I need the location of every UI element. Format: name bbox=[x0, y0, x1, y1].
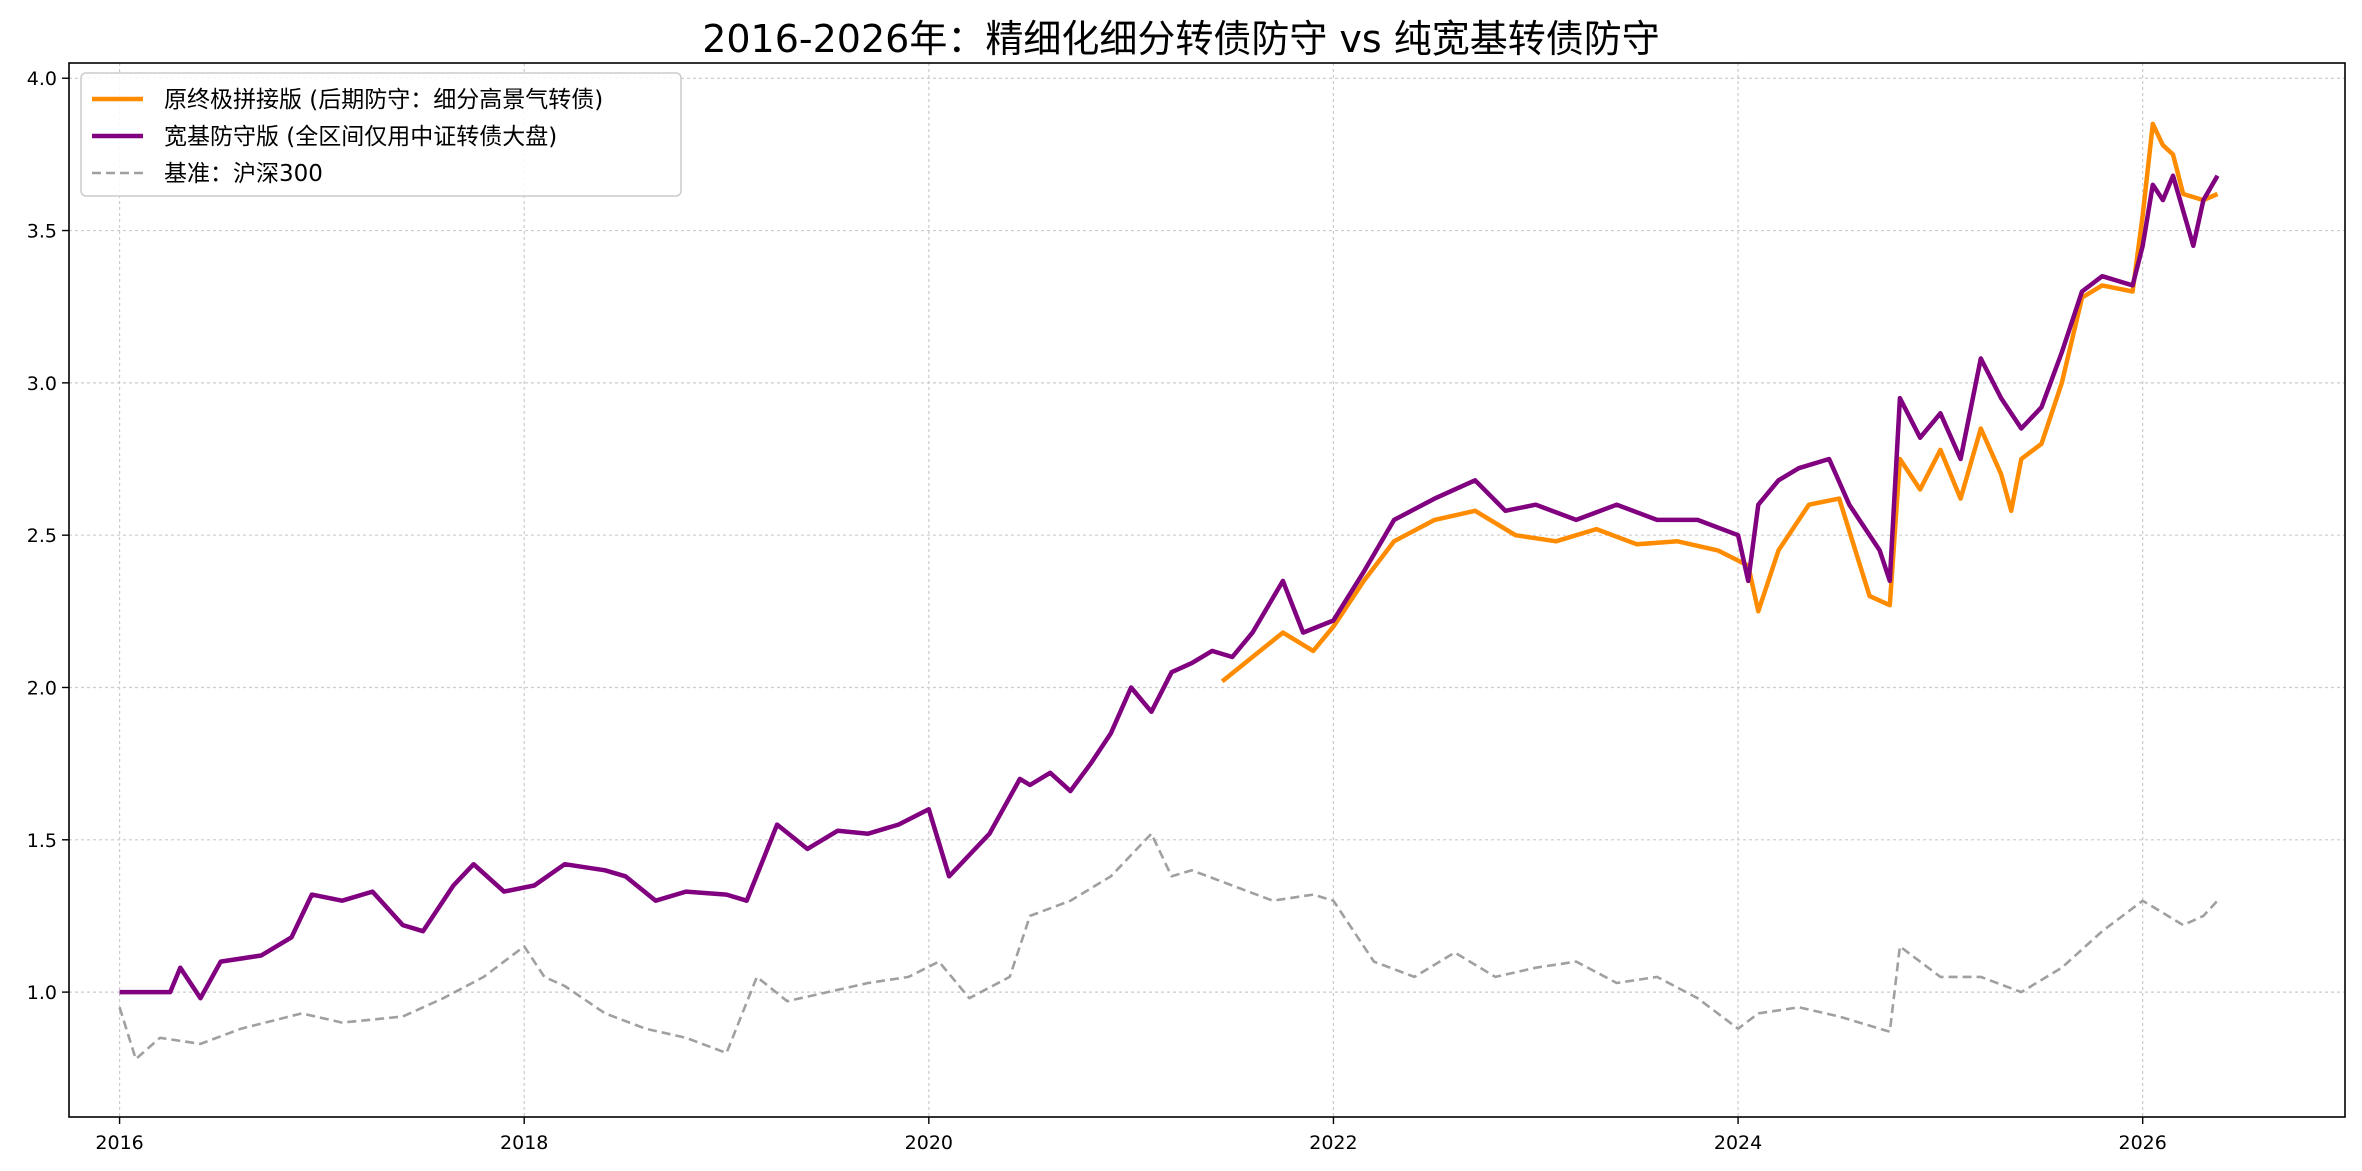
y-tick-label: 3.5 bbox=[27, 221, 57, 243]
legend: 原终极拼接版 (后期防守：细分高景气转债) 宽基防守版 (全区间仅用中证转债大盘)… bbox=[80, 72, 682, 197]
legend-label: 宽基防守版 (全区间仅用中证转债大盘) bbox=[164, 124, 557, 150]
y-tick-label: 1.0 bbox=[27, 982, 57, 1004]
x-tick-label: 2026 bbox=[2119, 1132, 2167, 1154]
series-line-benchmark bbox=[118, 832, 2219, 1061]
y-tick-label: 2.0 bbox=[27, 677, 57, 699]
y-tick-label: 3.0 bbox=[27, 373, 57, 395]
series-line-segmented bbox=[1220, 121, 2219, 684]
legend-label: 基准：沪深300 bbox=[164, 161, 323, 187]
gridlines bbox=[69, 63, 2345, 1117]
chart-title: 2016-2026年：精细化细分转债防守 vs 纯宽基转债防守 bbox=[702, 17, 1660, 61]
x-tick-label: 2018 bbox=[500, 1132, 548, 1154]
legend-box bbox=[80, 72, 682, 197]
plot-frame bbox=[68, 62, 2346, 1118]
series-lines bbox=[118, 121, 2220, 1061]
x-tick-label: 2022 bbox=[1309, 1132, 1357, 1154]
axis-ticks: 2016 2018 2020 2022 2024 2026 1.0 1.5 2.0 2.5 3.0 3… bbox=[27, 68, 2167, 1154]
y-tick-label: 4.0 bbox=[27, 68, 57, 90]
y-tick-label: 2.5 bbox=[27, 525, 57, 547]
x-tick-label: 2020 bbox=[905, 1132, 953, 1154]
legend-label: 原终极拼接版 (后期防守：细分高景气转债) bbox=[164, 87, 603, 113]
x-tick-label: 2016 bbox=[95, 1132, 143, 1154]
y-tick-label: 1.5 bbox=[27, 830, 57, 852]
x-tick-label: 2024 bbox=[1714, 1132, 1762, 1154]
series-line-broad-base bbox=[119, 173, 2220, 1001]
